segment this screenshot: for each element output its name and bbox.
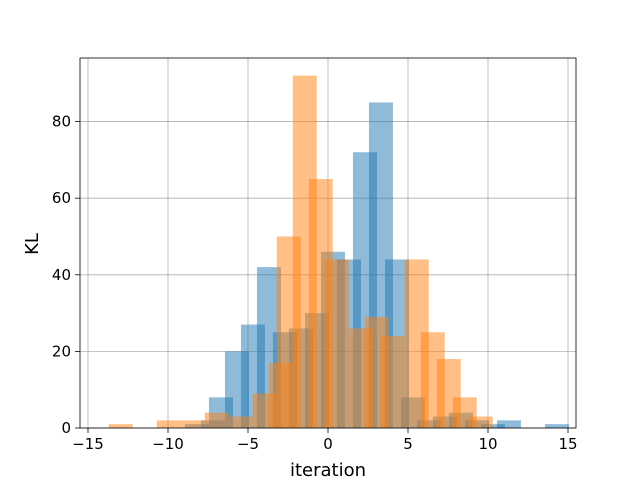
y-tick-label: 80 bbox=[52, 113, 71, 131]
histogram-bar-series-2 bbox=[380, 336, 405, 428]
x-tick-label: 15 bbox=[558, 435, 577, 453]
histogram-bar-series-1 bbox=[544, 424, 569, 428]
x-tick-label: 10 bbox=[478, 435, 497, 453]
histogram-bar-series-2 bbox=[108, 424, 133, 428]
histogram-bar-series-2 bbox=[468, 416, 493, 428]
y-axis-label: KL bbox=[22, 233, 43, 255]
x-tick-label: 5 bbox=[403, 435, 413, 453]
histogram-bar-series-1 bbox=[496, 420, 521, 428]
histogram-bar-series-2 bbox=[228, 416, 253, 428]
histogram-bars bbox=[108, 75, 569, 429]
histogram-bar-series-2 bbox=[324, 259, 349, 428]
x-tick-label: −15 bbox=[72, 435, 104, 453]
histogram-bar-series-2 bbox=[180, 420, 205, 428]
x-tick-label: −5 bbox=[237, 435, 259, 453]
y-tick-label: 0 bbox=[61, 419, 71, 437]
y-tick-label: 40 bbox=[52, 266, 71, 284]
axes: −15 −10 −5 0 5 10 15 0 20 40 60 80 bbox=[52, 57, 578, 453]
x-axis-label: iteration bbox=[290, 460, 366, 480]
histogram-bar-series-1 bbox=[480, 424, 505, 428]
y-tick-label: 60 bbox=[52, 189, 71, 207]
y-tick-label: 20 bbox=[52, 342, 71, 360]
x-tick-label: 0 bbox=[323, 435, 333, 453]
histogram-bar-series-2 bbox=[156, 420, 181, 428]
x-tick-label: −10 bbox=[152, 435, 184, 453]
histogram-bar-series-2 bbox=[204, 412, 229, 428]
